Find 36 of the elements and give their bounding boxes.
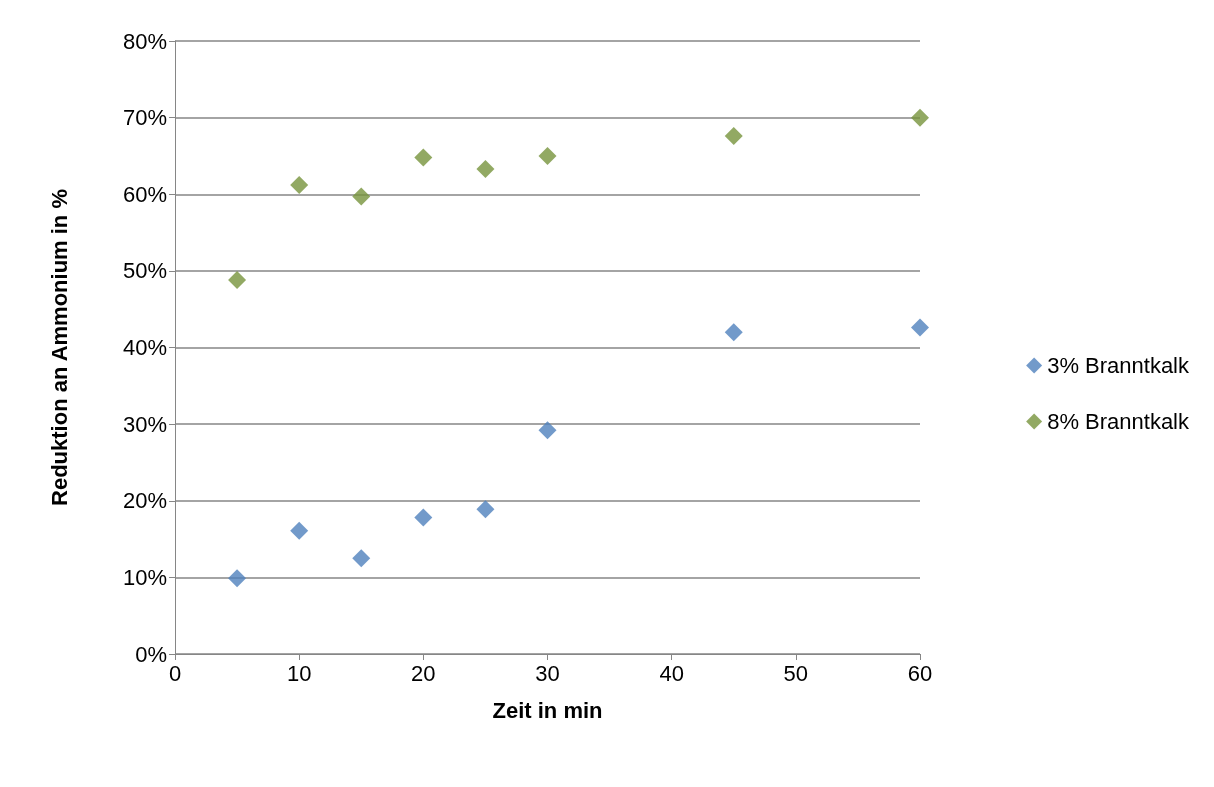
x-tick-label: 40 [659,660,684,686]
y-tick-label: 10% [122,564,167,590]
y-tick-label: 50% [122,258,167,284]
y-tick-label: 80% [122,28,167,54]
point [352,187,371,206]
y-tick-label: 60% [122,181,167,207]
y-tick-label: 20% [122,488,167,514]
legend-label: 8% Branntkalk [1047,409,1190,434]
point [228,271,247,290]
point [724,323,743,342]
point [352,549,371,568]
y-tick-label: 0% [135,641,167,667]
y-axis-title: Reduktion an Ammonium in % [46,189,72,506]
x-tick-label: 30 [535,660,560,686]
point [911,108,929,127]
point [724,127,743,146]
x-tick-label: 60 [907,660,933,686]
y-tick-label: 30% [122,411,167,437]
point [290,176,309,195]
y-tick-label: 70% [122,105,167,131]
x-axis-title: Zeit in min [492,697,603,723]
point [414,508,433,527]
legend-label: 3% Branntkalk [1047,353,1190,378]
point [476,500,495,519]
point [414,148,433,167]
point [538,421,557,440]
point [228,569,247,588]
x-tick-label: 20 [411,660,436,686]
point [476,159,495,178]
x-tick-label: 10 [286,660,312,686]
point [290,521,309,540]
point [911,318,929,337]
x-tick-label: 50 [783,660,809,686]
y-tick-label: 40% [122,335,167,360]
x-tick-label: 0 [168,660,182,686]
point [538,146,557,165]
